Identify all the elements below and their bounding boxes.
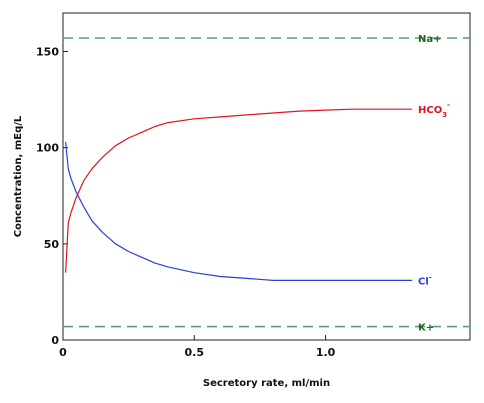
series-label-hco3: HCO3- (418, 101, 450, 119)
plot-frame (62, 12, 471, 341)
y-tick-label: 150 (36, 45, 59, 58)
y-tick-label: 100 (36, 142, 59, 155)
x-axis-title: Secretory rate, ml/min (203, 378, 330, 389)
series-label-cl: Cl- (418, 273, 432, 287)
x-tick-label: 1.0 (316, 346, 336, 359)
x-tick-label: 0.5 (185, 346, 205, 359)
series-line-hco3 (65, 108, 413, 273)
series-label-k: K+ (418, 323, 434, 334)
x-tick-label: 0 (59, 346, 67, 359)
series-line-cl (65, 141, 413, 281)
y-axis-title: Concentration, mEq/L (13, 115, 24, 237)
series-label-na: Na+ (418, 34, 442, 45)
y-tick-label: 0 (51, 334, 59, 347)
y-tick-label: 50 (44, 238, 60, 251)
